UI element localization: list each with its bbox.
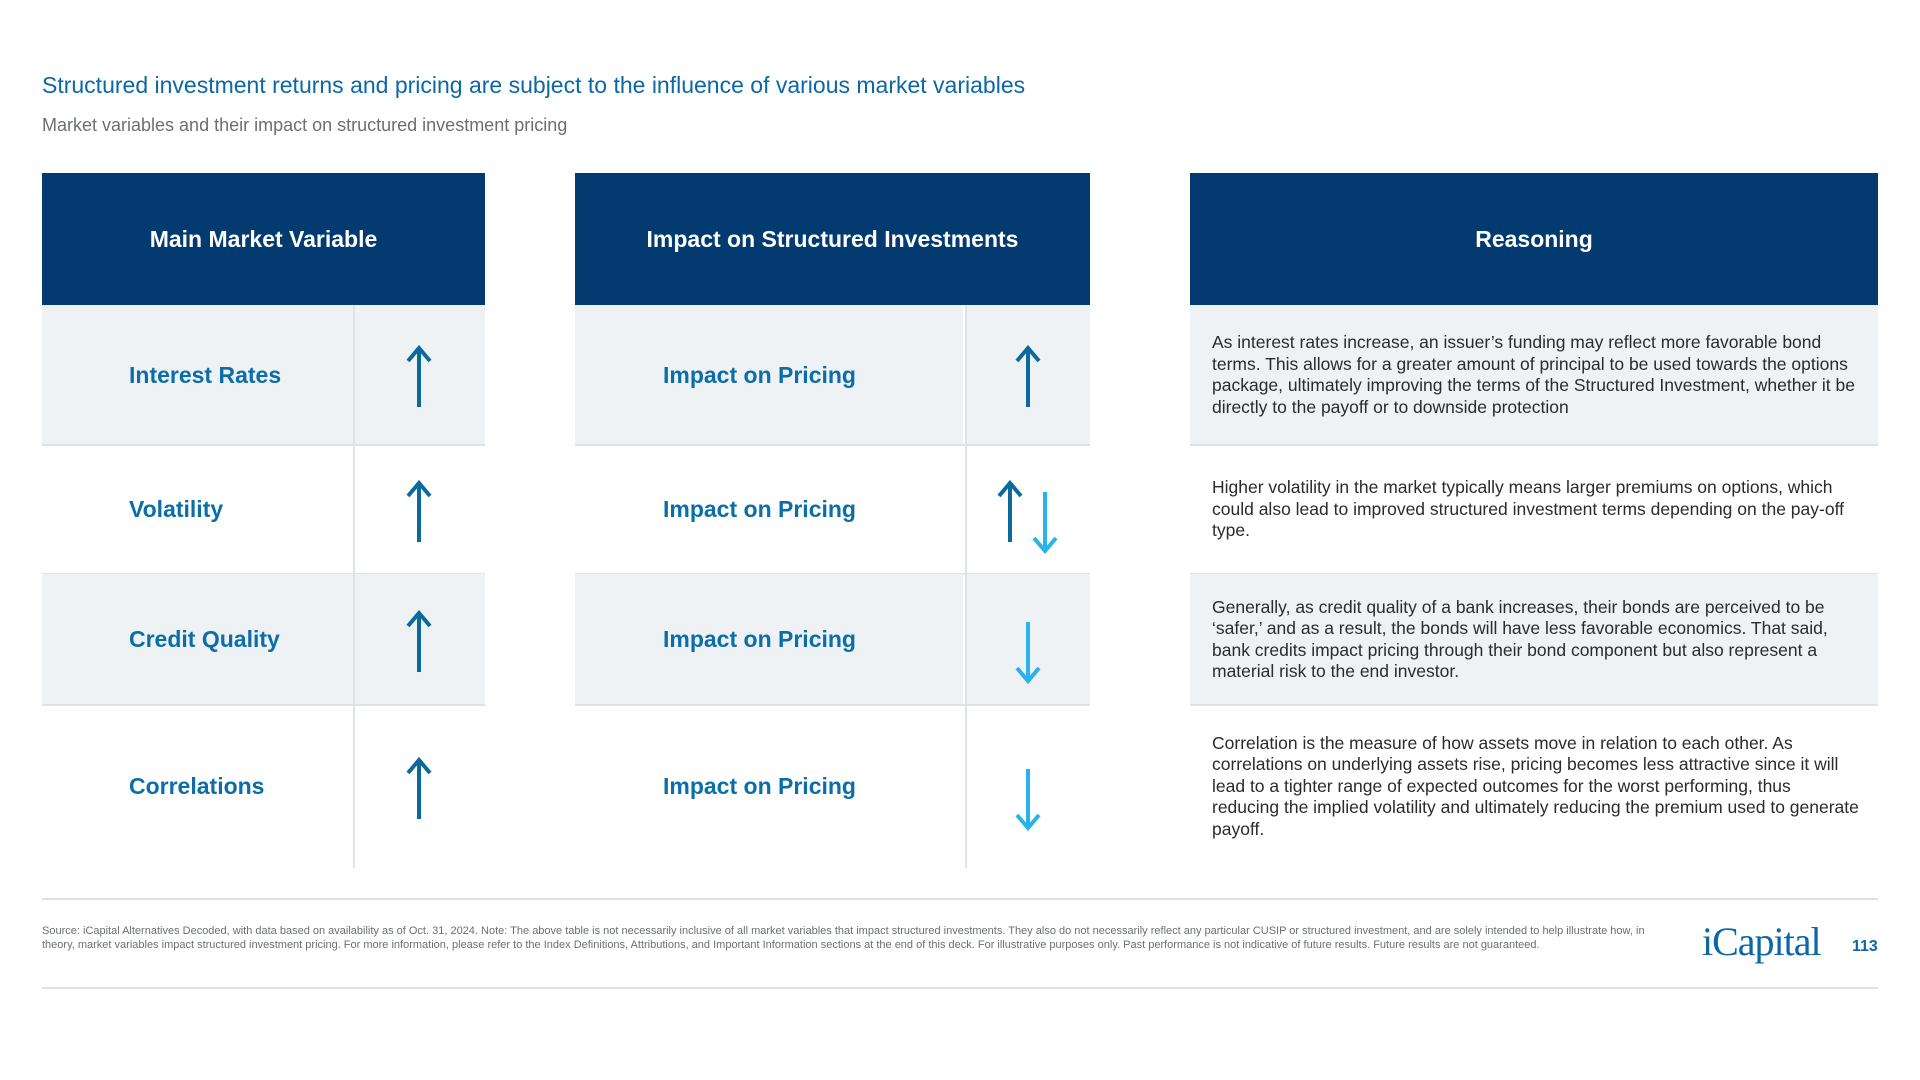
header-reasoning: Reasoning <box>1190 173 1878 305</box>
variable-cell: Volatility <box>42 445 353 574</box>
column-divider <box>353 305 355 868</box>
row-divider <box>1190 704 1878 706</box>
impact-cell-text: Impact on Pricing <box>663 361 856 388</box>
icapital-logo: iCapital <box>1702 919 1822 964</box>
variable-cell-text: Correlations <box>129 773 265 799</box>
impact-cell-text: Impact on Pricing <box>663 496 856 522</box>
column-divider <box>965 305 967 868</box>
reasoning-cell: Generally, as credit quality of a bank i… <box>1190 574 1878 705</box>
row-divider <box>42 704 485 706</box>
impact-cell: Impact on Pricing <box>575 305 963 445</box>
row-divider <box>1190 444 1878 446</box>
reasoning-cell-text: As interest rates increase, an issuer’s … <box>1212 332 1855 417</box>
variable-cell-text: Credit Quality <box>129 626 280 652</box>
arrow-up-icon <box>406 479 432 542</box>
reasoning-cell: As interest rates increase, an issuer’s … <box>1190 305 1878 445</box>
page-number: 113 <box>1852 938 1878 955</box>
reasoning-cell: Correlation is the measure of how assets… <box>1190 705 1878 868</box>
reasoning-cell-text: Correlation is the measure of how assets… <box>1212 732 1859 839</box>
impact-cell-text: Impact on Pricing <box>663 626 856 652</box>
reasoning-cell-text: Higher volatility in the market typicall… <box>1212 477 1844 541</box>
impact-cell: Impact on Pricing <box>575 445 963 574</box>
footnote: Source: iCapital Alternatives Decoded, w… <box>42 925 1645 951</box>
bottom-divider <box>42 987 1878 989</box>
header-impact: Impact on Structured Investments <box>575 173 1090 305</box>
row-divider <box>575 704 1090 706</box>
slide-subtitle: Market variables and their impact on str… <box>42 115 568 135</box>
reasoning-cell-text: Generally, as credit quality of a bank i… <box>1212 596 1828 682</box>
variable-cell-text: Interest Rates <box>129 361 282 388</box>
arrow-up-icon <box>1015 345 1041 407</box>
arrow-up-icon <box>997 479 1023 542</box>
row-divider <box>42 444 485 446</box>
arrow-up-icon <box>406 756 432 819</box>
impact-arrow-cell <box>965 445 1090 574</box>
row-divider <box>575 444 1090 446</box>
arrow-down-icon <box>1015 621 1041 684</box>
impact-cell-text: Impact on Pricing <box>663 773 856 799</box>
header-main-market-variable: Main Market Variable <box>42 173 485 305</box>
slide-title: Structured investment returns and pricin… <box>42 72 1026 98</box>
variable-cell: Credit Quality <box>42 574 353 705</box>
arrow-up-icon <box>406 609 432 672</box>
impact-cell: Impact on Pricing <box>575 705 963 868</box>
variable-cell: Correlations <box>42 705 353 868</box>
variable-cell-text: Volatility <box>129 496 224 522</box>
arrow-down-icon <box>1015 768 1041 831</box>
arrow-down-icon <box>1032 491 1058 554</box>
impact-cell: Impact on Pricing <box>575 574 963 705</box>
footer-divider <box>42 898 1878 900</box>
arrow-up-icon <box>406 345 432 407</box>
variable-cell: Interest Rates <box>42 305 353 445</box>
reasoning-cell: Higher volatility in the market typicall… <box>1190 445 1878 574</box>
